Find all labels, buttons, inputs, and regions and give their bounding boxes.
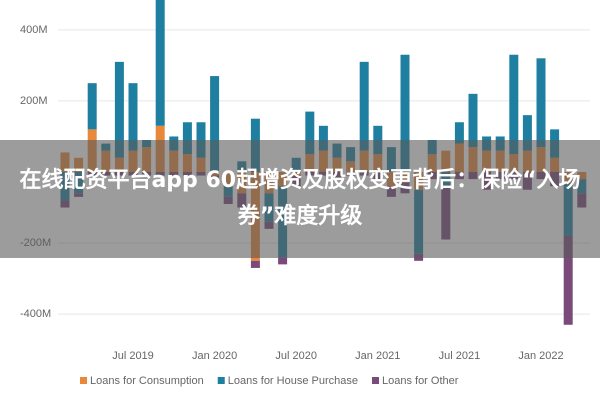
- x-tick-label: Jan 2021: [355, 350, 400, 362]
- x-tick-label: Jan 2020: [192, 350, 237, 362]
- bar: [114, 61, 124, 158]
- bar: [128, 83, 138, 151]
- bar: [305, 111, 315, 155]
- legend-marker: [80, 377, 87, 384]
- bar: [250, 260, 260, 268]
- x-tick-label: Jul 2019: [112, 350, 154, 362]
- legend-label: Loans for House Purchase: [228, 375, 358, 387]
- y-tick-label: -400M: [20, 308, 51, 320]
- legend-marker: [217, 377, 225, 384]
- bar: [210, 76, 220, 172]
- bar: [522, 115, 532, 151]
- x-tick-label: Jan 2022: [518, 350, 563, 362]
- bar: [400, 54, 410, 172]
- x-tick-label: Jul 2020: [275, 350, 317, 362]
- y-tick-label: 200M: [20, 95, 48, 107]
- x-tick-label: Jul 2021: [439, 350, 481, 362]
- bar: [454, 122, 464, 144]
- bar: [359, 61, 369, 151]
- bar: [563, 235, 573, 325]
- legend-marker: [371, 377, 379, 384]
- bar: [509, 54, 519, 155]
- bar: [536, 58, 546, 148]
- legend-label: Loans for Consumption: [90, 375, 204, 387]
- bar: [468, 93, 478, 148]
- bar: [87, 83, 97, 130]
- overlay-banner: 在线配资平台app 60起增资及股权变更背后：保险“入场券”难度升级: [0, 140, 600, 258]
- bar: [318, 125, 328, 151]
- y-tick-label: 400M: [20, 24, 48, 36]
- bar: [278, 257, 288, 265]
- overlay-text: 在线配资平台app 60起增资及股权变更背后：保险“入场券”难度升级: [19, 168, 581, 229]
- bar: [182, 122, 192, 155]
- bar: [155, 0, 165, 126]
- legend-label: Loans for Other: [382, 375, 459, 387]
